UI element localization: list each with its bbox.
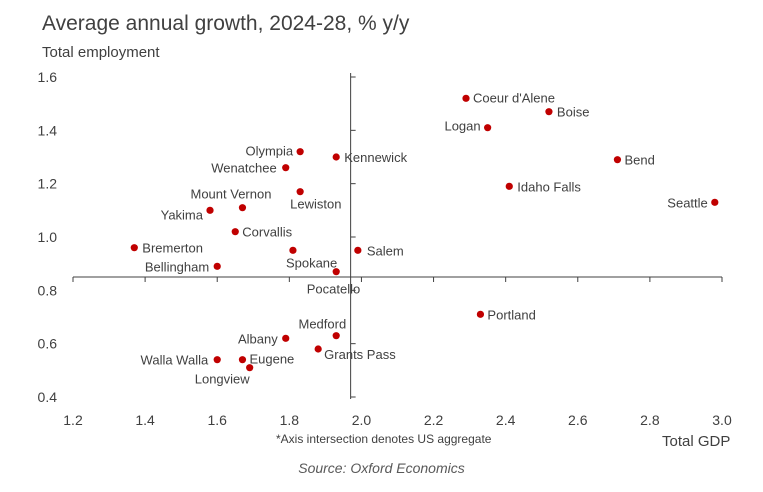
point-label: Bremerton [142,241,203,256]
point-label: Grants Pass [324,347,396,362]
data-point [213,356,221,364]
point-label: Bend [624,153,654,168]
point-label: Corvallis [242,225,292,240]
x-tick-label: 2.0 [352,412,372,428]
data-point [314,345,322,353]
y-tick-label: 0.8 [38,282,58,298]
source-note: Source: Oxford Economics [298,460,465,476]
y-tick-label: 1.2 [38,176,58,192]
point-label: Kennewick [344,150,407,165]
x-tick-label: 2.4 [496,412,516,428]
point-label: Lewiston [290,197,341,212]
point-label: Medford [299,317,347,332]
point-label: Wenatchee [211,161,277,176]
y-tick-label: 1.4 [38,122,58,138]
data-point [130,244,138,252]
point-label: Spokane [286,255,337,270]
data-point [613,156,622,164]
point-label: Olympia [245,144,293,159]
data-point [354,246,362,254]
x-axis-label: Total GDP [662,433,730,450]
data-point [332,153,340,161]
point-label: Pocatello [307,282,360,297]
point-label: Boise [557,105,590,120]
data-point [282,334,290,342]
point-label: Coeur d'Alene [473,90,555,105]
point-label: Albany [238,331,278,346]
axis-note: *Axis intersection denotes US aggregate [276,432,492,446]
point-label: Bellingham [145,259,209,274]
data-point [246,364,254,372]
x-tick-label: 3.0 [712,412,732,428]
tick-labels: 1.2 1.4 1.6 1.8 2.0 2.2 2.4 2.6 2.8 3.0 0.4 0.6 0.8 1… [38,69,732,428]
data-point [296,148,304,156]
data-point [296,188,304,196]
data-point [505,182,513,190]
y-axis-label: Total employment [42,44,160,61]
x-tick-label: 2.2 [424,412,444,428]
point-label: Eugene [249,352,294,367]
x-tick-label: 1.4 [135,412,155,428]
point-label: Mount Vernon [191,187,272,202]
data-point [238,204,247,212]
y-tick-label: 0.6 [38,336,58,352]
data-point [213,262,221,270]
y-tick-label: 1.0 [38,229,58,245]
data-point [332,332,340,340]
data-point [231,228,239,236]
data-point [282,164,290,172]
chart-title: Average annual growth, 2024-28, % y/y [42,12,410,35]
data-point [476,310,485,318]
data-point [289,246,297,254]
point-label: Idaho Falls [517,179,581,194]
x-tick-label: 1.6 [207,412,227,428]
data-points [130,94,719,372]
data-point [484,124,492,132]
data-point [545,108,553,116]
y-tick-label: 0.4 [38,389,58,405]
point-label: Portland [487,307,535,322]
point-label: Walla Walla [141,353,209,368]
point-label: Seattle [667,195,707,210]
x-tick-label: 1.8 [280,412,300,428]
data-point [462,94,470,102]
point-label: Logan [444,119,480,134]
data-point [711,198,719,206]
data-point [206,206,214,214]
point-label: Longview [195,372,251,387]
y-tick-label: 1.6 [38,69,58,85]
x-tick-label: 1.2 [63,412,83,428]
x-tick-label: 2.6 [568,412,588,428]
point-label: Yakima [161,207,204,222]
axes [72,73,723,399]
data-point [238,356,247,364]
x-tick-label: 2.8 [640,412,660,428]
point-label: Salem [367,243,404,258]
data-point [332,268,340,276]
